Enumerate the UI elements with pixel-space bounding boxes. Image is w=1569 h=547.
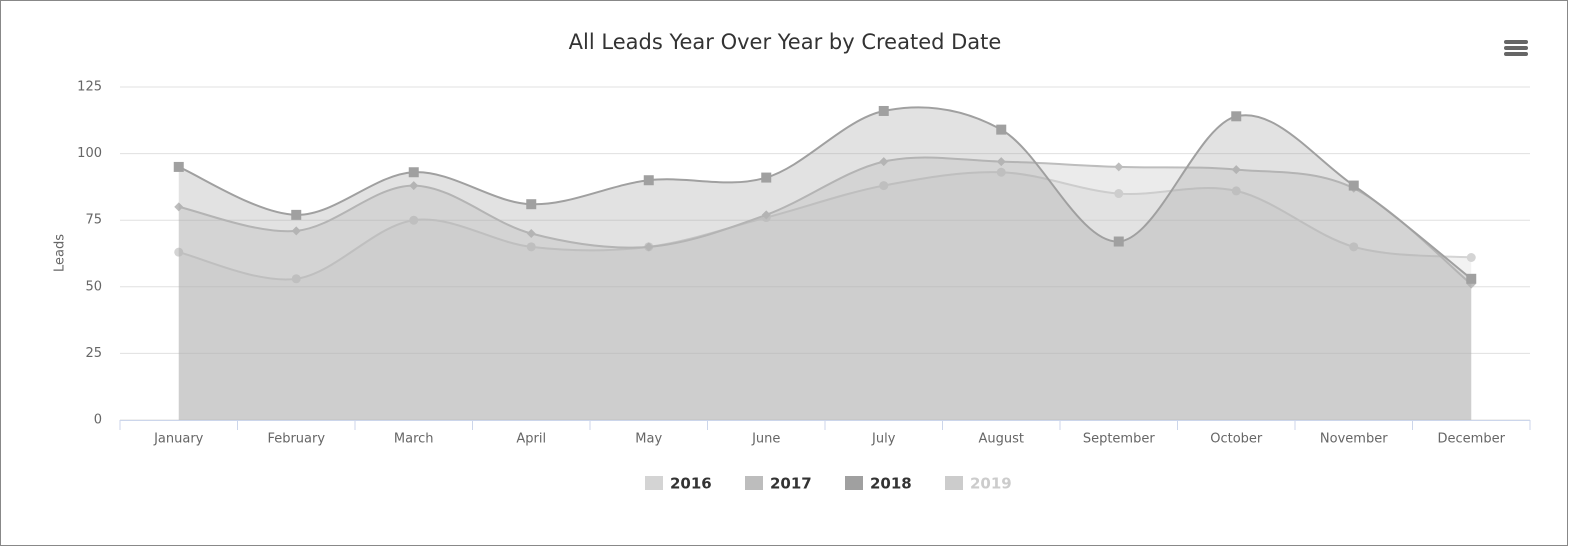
x-tick-label: July (871, 432, 896, 447)
y-tick-label: 0 (94, 413, 102, 428)
legend-label: 2016 (670, 475, 712, 493)
marker (761, 172, 772, 183)
marker (996, 157, 1006, 167)
marker (291, 209, 302, 220)
series (173, 105, 1477, 420)
line (178, 156, 1472, 285)
marker (1114, 189, 1124, 199)
menu-bar (1504, 40, 1528, 44)
legend-symbol (845, 476, 863, 490)
marker (291, 274, 301, 284)
menu-bar (1504, 46, 1528, 50)
x-tick-label: June (751, 432, 780, 447)
y-tick-label: 25 (85, 346, 102, 361)
legend-item[interactable]: 2018 (845, 475, 912, 493)
series (174, 167, 1476, 420)
marker (526, 229, 536, 239)
marker (173, 161, 184, 172)
chart-title: All Leads Year Over Year by Created Date (569, 30, 1002, 54)
marker (174, 202, 184, 212)
y-tick-label: 50 (85, 279, 102, 294)
x-tick-label: December (1438, 432, 1506, 447)
marker (1113, 236, 1124, 247)
x-tick-label: March (394, 432, 434, 447)
marker (1348, 180, 1359, 191)
x-tick-label: August (979, 432, 1025, 447)
menu-button[interactable] (1504, 40, 1528, 56)
area (178, 107, 1472, 420)
x-tick-label: February (267, 432, 325, 447)
legend-label: 2019 (970, 475, 1012, 493)
y-axis-label: Leads (53, 234, 68, 272)
legend-symbol (945, 476, 963, 490)
marker (1466, 273, 1477, 284)
y-tick-label: 75 (85, 213, 102, 228)
x-tick-label: April (516, 432, 546, 447)
marker (1231, 186, 1241, 196)
marker (1349, 242, 1359, 252)
marker (409, 215, 419, 225)
legend-symbol (745, 476, 763, 490)
legend-label: 2017 (770, 475, 812, 493)
marker (174, 247, 184, 257)
menu-bar (1504, 52, 1528, 56)
legend-symbol (645, 476, 663, 490)
marker (644, 242, 654, 252)
marker (409, 181, 419, 191)
marker (408, 167, 419, 178)
marker (996, 167, 1006, 177)
marker (291, 226, 301, 236)
marker (761, 210, 771, 220)
area (178, 172, 1472, 420)
marker (526, 199, 537, 210)
legend-item[interactable]: 2016 (645, 475, 712, 493)
line (178, 171, 1472, 281)
x-tick-label: November (1320, 432, 1388, 447)
marker (879, 157, 889, 167)
marker (1114, 162, 1124, 172)
legend-item[interactable]: 2019 (945, 475, 1012, 493)
y-tick-label: 125 (77, 80, 102, 95)
marker (878, 105, 889, 116)
y-tick-label: 100 (77, 146, 102, 161)
legend-item[interactable]: 2017 (745, 475, 812, 493)
x-tick-label: January (153, 432, 204, 447)
x-tick-label: May (635, 432, 662, 447)
legend-label: 2018 (870, 475, 912, 493)
marker (1231, 165, 1241, 175)
marker (643, 175, 654, 186)
x-tick-label: September (1083, 432, 1156, 447)
marker (1231, 111, 1242, 122)
marker (996, 124, 1007, 135)
marker (879, 181, 889, 191)
marker (526, 242, 536, 252)
marker (1466, 252, 1476, 262)
x-tick-label: October (1210, 432, 1263, 447)
